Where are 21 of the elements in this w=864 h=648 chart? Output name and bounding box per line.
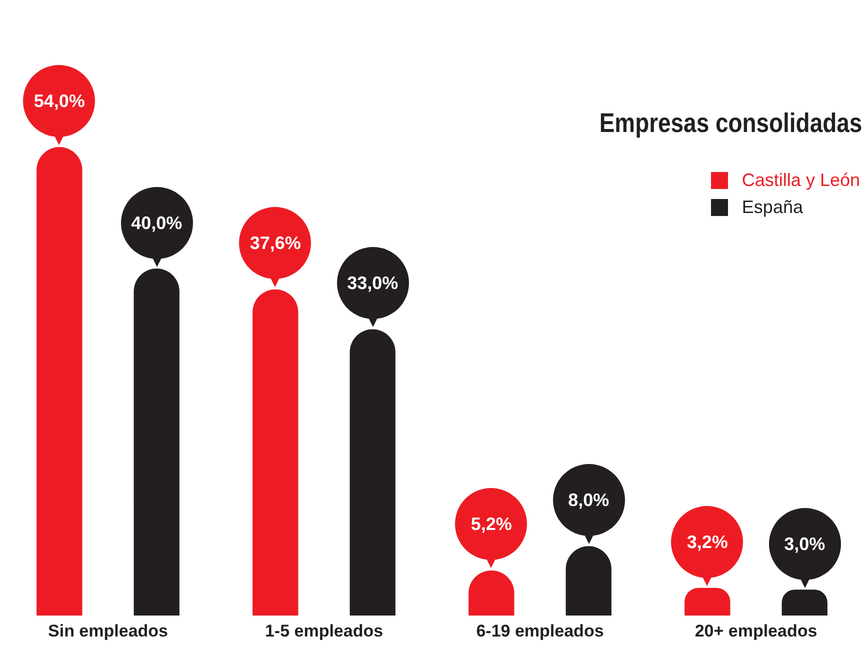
legend-label: España <box>742 197 803 218</box>
bar <box>134 268 180 616</box>
bar <box>36 147 82 616</box>
data-label: 37,6% <box>248 233 302 254</box>
legend-label: Castilla y León <box>742 170 860 191</box>
data-label: 3,0% <box>783 534 826 554</box>
data-label: 33,0% <box>346 273 400 294</box>
chart-title: Empresas consolidadas <box>599 108 862 139</box>
bar <box>684 588 730 616</box>
data-label: 3,2% <box>686 532 729 552</box>
bar <box>782 590 828 616</box>
data-label: 40,0% <box>130 212 184 233</box>
x-tick-label: 20+ empleados <box>694 621 818 640</box>
data-label: 8,0% <box>567 490 610 510</box>
x-tick-label: Sin empleados <box>48 621 168 640</box>
data-label: 5,2% <box>470 514 513 534</box>
bar <box>350 329 396 616</box>
bar <box>252 289 298 616</box>
x-tick-label: 6-19 empleados <box>476 621 604 640</box>
data-label: 54,0% <box>32 91 86 112</box>
x-tick-label: 1-5 empleados <box>264 621 384 640</box>
